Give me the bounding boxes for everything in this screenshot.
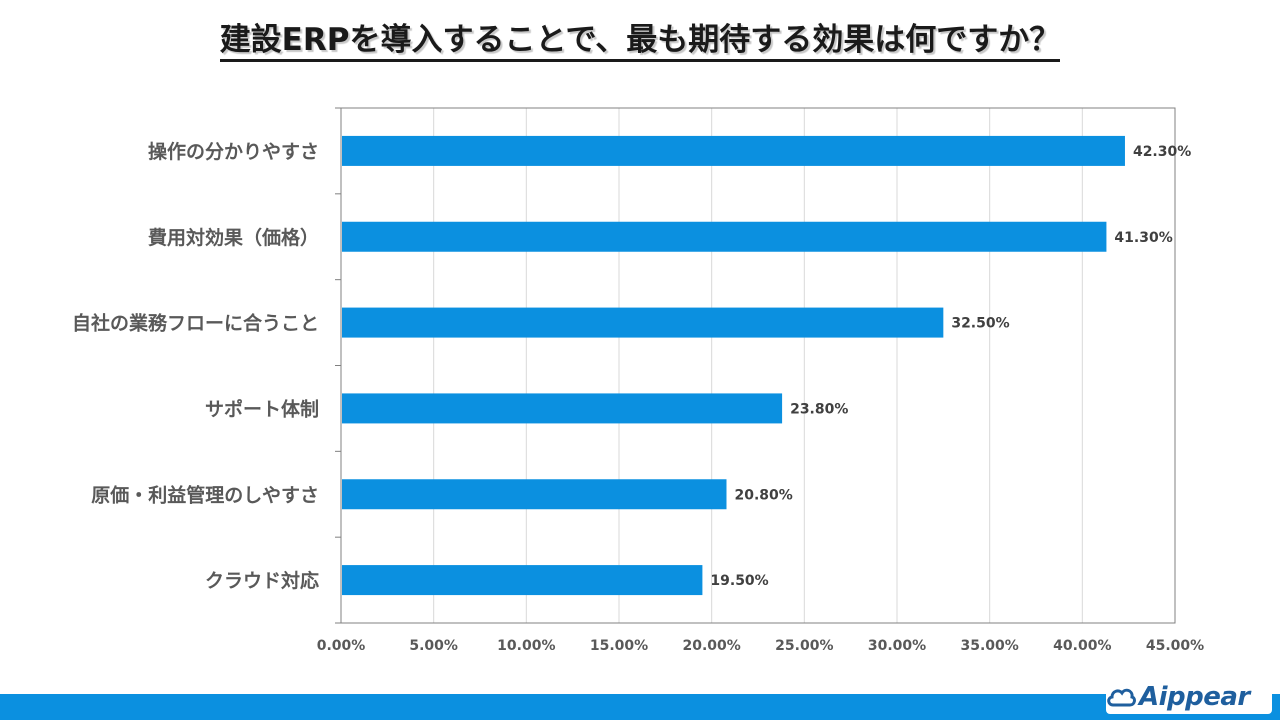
data-label: 41.30% <box>1114 230 1172 246</box>
bars <box>342 135 1125 596</box>
data-label: 42.30% <box>1133 144 1191 160</box>
x-tick-label: 0.00% <box>317 638 366 654</box>
x-tick-label: 20.00% <box>683 638 741 654</box>
data-label: 19.50% <box>710 573 768 589</box>
category-label: 費用対効果（価格） <box>148 226 319 249</box>
x-axis-tick-labels: 0.00% 5.00% 10.00% 15.00% 20.00% 25.00% 30.00%… <box>317 638 1204 654</box>
x-tick-label: 30.00% <box>868 638 926 654</box>
bar <box>342 307 944 338</box>
x-tick-label: 45.00% <box>1146 638 1204 654</box>
value-labels: 42.30% 41.30% 32.50% 23.80% 20.80% 19.50% <box>710 144 1191 589</box>
brand-logo-text: Aippear <box>1139 682 1250 712</box>
gridlines <box>335 107 1176 624</box>
category-label: クラウド対応 <box>205 569 319 592</box>
category-label: 操作の分かりやすさ <box>148 140 319 163</box>
footer-bar <box>0 694 1280 720</box>
bar <box>342 221 1107 252</box>
data-label: 23.80% <box>790 401 848 417</box>
bar <box>342 565 703 596</box>
x-tick-label: 10.00% <box>497 638 555 654</box>
page-title: 建設ERPを導入することで、最も期待する効果は何ですか？ <box>0 14 1280 62</box>
data-label: 20.80% <box>734 487 792 503</box>
x-tick-label: 25.00% <box>775 638 833 654</box>
bar <box>342 479 727 510</box>
category-label: 自社の業務フローに合うこと <box>72 312 319 335</box>
page-title-text: 建設ERPを導入することで、最も期待する効果は何ですか？ <box>219 22 1061 62</box>
bar <box>342 135 1125 166</box>
bar <box>342 393 783 424</box>
x-tick-label: 40.00% <box>1053 638 1111 654</box>
plot-area-frame <box>340 107 1176 624</box>
x-tick-label: 15.00% <box>590 638 648 654</box>
cloud-icon <box>1107 688 1136 707</box>
brand-logo: Aippear <box>1106 680 1272 714</box>
category-label: 原価・利益管理のしやすさ <box>91 483 319 506</box>
x-tick-label: 35.00% <box>961 638 1019 654</box>
data-label: 32.50% <box>951 316 1009 332</box>
x-tick-label: 5.00% <box>409 638 458 654</box>
category-label: サポート体制 <box>205 397 319 420</box>
